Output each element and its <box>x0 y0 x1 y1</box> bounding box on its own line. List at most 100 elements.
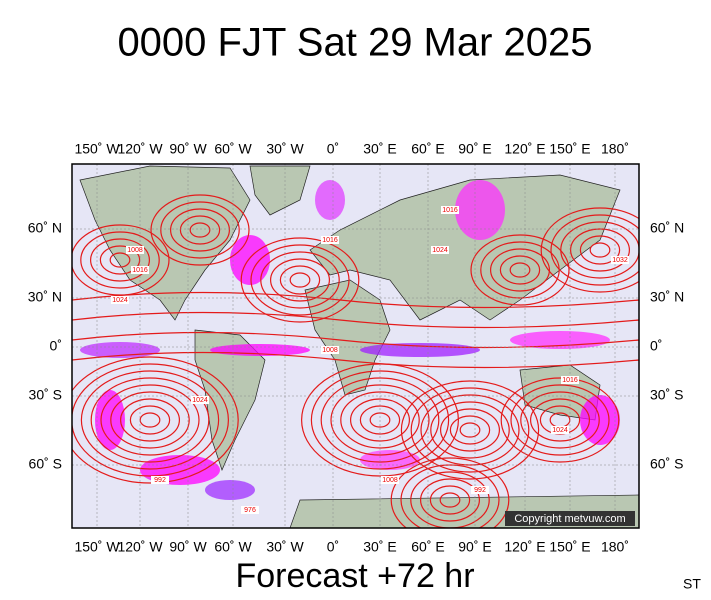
precip-area <box>360 450 420 470</box>
precip-area <box>315 180 345 220</box>
isobar <box>80 231 160 289</box>
isobar <box>150 194 250 266</box>
isobar-labels: 1008 1016 1024 1016 1008 1024 1016 1032 1024 992 9… <box>111 206 629 514</box>
isobar <box>579 235 621 265</box>
lon-label-top: 120˚ E <box>504 141 545 157</box>
isobar-label-bg <box>381 476 399 484</box>
isobar <box>500 377 620 463</box>
lat-label-right: 60˚ S <box>650 456 683 472</box>
precip-area <box>230 235 270 285</box>
isobar-label: 1008 <box>382 477 398 484</box>
lon-label-bottom: 150˚ E <box>549 539 590 555</box>
lon-label-bottom: 90˚ E <box>458 539 491 555</box>
isobar <box>449 415 491 445</box>
isobar <box>72 291 639 309</box>
isobar <box>160 201 240 259</box>
lat-label-left: 0˚ <box>50 338 62 354</box>
lon-label-top: 60˚ W <box>214 141 252 157</box>
lon-label-bottom: 90˚ W <box>169 539 207 555</box>
isobar <box>550 214 639 286</box>
lat-label-left: 30˚ N <box>28 289 62 305</box>
lat-label-left: 60˚ S <box>29 456 62 472</box>
isobar-label-bg <box>131 266 149 274</box>
isobar-label: 1024 <box>552 427 568 434</box>
map: 1008 1016 1024 1016 1008 1024 1016 1032 1024 992 9… <box>72 164 639 528</box>
lon-label-bottom: 30˚ E <box>363 539 396 555</box>
isobar <box>289 272 311 288</box>
precip-area <box>455 180 505 240</box>
isobar-label: 992 <box>154 477 166 484</box>
isobar <box>509 262 531 278</box>
isobar <box>470 234 570 306</box>
isobar <box>589 242 611 258</box>
isobar <box>529 398 590 442</box>
lon-label-bottom: 30˚ W <box>266 539 304 555</box>
isobar <box>80 370 220 470</box>
isobar-label: 1024 <box>192 397 208 404</box>
lon-label-top: 150˚ W <box>74 141 120 157</box>
isobar-label-bg <box>431 246 449 254</box>
lon-label-bottom: 0˚ <box>327 539 339 555</box>
map-frame <box>71 163 640 529</box>
isobar-label-bg <box>111 296 129 304</box>
isobar <box>410 387 530 473</box>
isobar-label: 1032 <box>612 257 628 264</box>
lon-label-top: 60˚ E <box>411 141 444 157</box>
isobar <box>109 252 131 268</box>
lon-label-top: 30˚ E <box>363 141 396 157</box>
isobar-label: 1008 <box>322 347 338 354</box>
isobar-label-bg <box>241 506 259 514</box>
isobar <box>260 251 340 309</box>
corner-label: ST <box>683 576 701 592</box>
isobar <box>72 363 229 477</box>
lon-label-top: 180˚ <box>601 141 629 157</box>
isobar-label-bg <box>561 376 579 384</box>
isobar <box>459 422 481 438</box>
lon-label-bottom: 60˚ E <box>411 539 444 555</box>
graticule <box>72 164 639 528</box>
title: 0000 FJT Sat 29 Mar 2025 <box>117 21 592 65</box>
lat-label-right: 0˚ <box>650 338 662 354</box>
lat-label-right: 30˚ N <box>650 289 684 305</box>
isobar <box>72 356 239 484</box>
precip-area <box>205 480 255 500</box>
isobar <box>129 405 171 435</box>
isobar <box>99 245 141 275</box>
isobar <box>72 311 639 329</box>
lon-label-top: 0˚ <box>327 141 339 157</box>
isobar-label-bg <box>191 396 209 404</box>
isobar-label: 1024 <box>112 297 128 304</box>
lon-label-top: 90˚ E <box>458 141 491 157</box>
isobar <box>100 384 200 456</box>
isobar-label-bg <box>441 206 459 214</box>
isobar-label: 1016 <box>442 207 458 214</box>
isobar-label-bg <box>611 256 629 264</box>
precip-area <box>360 343 480 357</box>
isobar <box>89 238 150 282</box>
isobar <box>420 394 520 466</box>
lon-label-bottom: 120˚ W <box>117 539 163 555</box>
isobar <box>390 457 510 528</box>
isobar <box>499 255 541 285</box>
copyright: Copyright metvuw.com <box>514 513 625 525</box>
isobar <box>400 464 500 528</box>
copyright-box <box>505 511 635 526</box>
isobar-label: 992 <box>474 487 486 494</box>
isobar-label: 1024 <box>432 247 448 254</box>
isobar <box>440 408 501 452</box>
lon-label-bottom: 180˚ <box>601 539 629 555</box>
precip-area <box>580 395 620 445</box>
isobar <box>170 208 231 252</box>
isobar <box>240 237 360 323</box>
isobar <box>279 265 321 295</box>
isobar <box>119 398 180 442</box>
lon-label-bottom: 120˚ E <box>504 539 545 555</box>
isobar-label: 976 <box>244 507 256 514</box>
isobar <box>72 351 639 369</box>
isobar-label: 1016 <box>132 267 148 274</box>
isobar-label-bg <box>151 476 169 484</box>
isobar <box>540 207 639 293</box>
lat-label-left: 30˚ S <box>29 387 62 403</box>
isobar <box>179 215 221 245</box>
